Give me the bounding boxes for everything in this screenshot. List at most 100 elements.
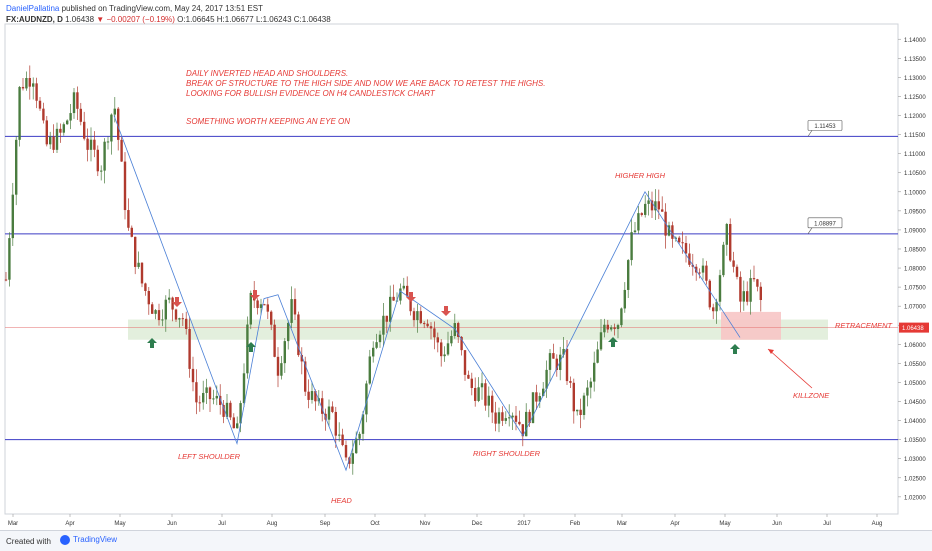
candle-body bbox=[66, 120, 69, 125]
candle-body bbox=[494, 412, 497, 424]
candle-body bbox=[746, 291, 749, 302]
candle-body bbox=[722, 244, 725, 276]
level-callout-box bbox=[807, 120, 843, 131]
bearish-arrow-icon bbox=[172, 297, 182, 307]
candle-body bbox=[749, 278, 752, 302]
candle-body bbox=[266, 304, 269, 312]
candle-body bbox=[327, 406, 331, 420]
last-price: 1.06438 bbox=[65, 15, 95, 24]
candle-body bbox=[681, 242, 684, 244]
candle-body bbox=[113, 108, 116, 115]
candle-body bbox=[110, 114, 113, 142]
candle-body bbox=[667, 225, 671, 236]
candle-body bbox=[382, 315, 385, 335]
x-tick-label: Jul bbox=[823, 521, 831, 527]
candle-body bbox=[8, 238, 11, 280]
candle-body bbox=[280, 363, 283, 376]
pattern-label: KILLZONE bbox=[793, 391, 830, 400]
y-tick-label: 1.07000 bbox=[904, 305, 926, 311]
price-chart[interactable]: 1.14000 1.13500 1.13000 1.12500 1.12000 1.115… bbox=[0, 0, 932, 530]
candle-body bbox=[147, 290, 150, 305]
candle-body bbox=[32, 83, 35, 87]
candle-body bbox=[712, 307, 715, 312]
candle-body bbox=[440, 342, 443, 357]
candle-body bbox=[698, 272, 701, 274]
candle-body bbox=[72, 92, 76, 114]
candle-body bbox=[389, 296, 392, 322]
candle-body bbox=[205, 387, 208, 393]
candle-body bbox=[593, 362, 596, 382]
y-tick-label: 1.08000 bbox=[904, 267, 926, 273]
candle-body bbox=[62, 124, 65, 133]
candle-body bbox=[705, 265, 708, 281]
candle-body bbox=[212, 398, 215, 400]
down-arrow-icon: ▼ bbox=[96, 15, 105, 24]
x-tick-label: Apr bbox=[65, 521, 74, 527]
y-tick-label: 1.09000 bbox=[904, 228, 926, 234]
candle-body bbox=[480, 383, 484, 388]
candle-body bbox=[161, 319, 164, 321]
candle-body bbox=[548, 353, 552, 370]
candle-body bbox=[208, 387, 212, 400]
candle-body bbox=[545, 369, 548, 389]
y-tick-label: 1.12000 bbox=[904, 114, 926, 120]
y-tick-label: 1.10500 bbox=[904, 171, 926, 177]
candle-body bbox=[582, 395, 586, 416]
candle-body bbox=[276, 356, 280, 376]
tradingview-brand[interactable]: TradingView bbox=[60, 535, 117, 545]
candle-body bbox=[246, 324, 249, 374]
candle-body bbox=[191, 368, 195, 383]
candle-body bbox=[304, 361, 307, 392]
candle-body bbox=[654, 201, 657, 211]
candle-body bbox=[103, 141, 106, 171]
plot-area bbox=[4, 23, 899, 515]
candle-body bbox=[144, 283, 147, 291]
candle-body bbox=[474, 387, 477, 401]
candle-body bbox=[576, 409, 579, 412]
candle-body bbox=[603, 324, 606, 333]
candle-body bbox=[168, 297, 171, 300]
x-tick-label: Jun bbox=[772, 521, 782, 527]
candle-body bbox=[708, 280, 711, 308]
y-tick-label: 1.12500 bbox=[904, 95, 926, 101]
candle-body bbox=[25, 77, 28, 89]
y-tick-label: 1.14000 bbox=[904, 38, 926, 44]
author-link[interactable]: DanielPallatina bbox=[6, 4, 60, 13]
candle-body bbox=[270, 311, 273, 325]
publish-info: DanielPallatina published on TradingView… bbox=[6, 4, 263, 13]
candle-body bbox=[293, 299, 297, 315]
candle-body bbox=[120, 139, 123, 162]
candle-body bbox=[633, 230, 637, 233]
candle-body bbox=[412, 311, 416, 321]
candle-body bbox=[123, 161, 127, 211]
candle-body bbox=[756, 279, 759, 287]
candle-body bbox=[89, 139, 93, 150]
candle-body bbox=[93, 139, 96, 150]
candle-body bbox=[378, 334, 382, 343]
candle-body bbox=[202, 392, 205, 403]
candle-body bbox=[436, 337, 439, 343]
candle-body bbox=[661, 209, 664, 212]
candle-body bbox=[45, 120, 48, 145]
candle-body bbox=[627, 260, 630, 290]
candle-body bbox=[355, 438, 358, 454]
y-tick-label: 1.08500 bbox=[904, 247, 926, 253]
y-tick-label: 1.09500 bbox=[904, 209, 926, 215]
candle-body bbox=[372, 347, 375, 357]
candle-body bbox=[273, 324, 276, 357]
y-tick-label: 1.11000 bbox=[904, 152, 926, 158]
x-tick-label: Oct bbox=[370, 521, 380, 527]
candle-body bbox=[83, 121, 86, 139]
footer: Created with TradingView bbox=[0, 530, 932, 551]
candle-body bbox=[477, 387, 480, 401]
x-tick-label: Dec bbox=[472, 521, 483, 527]
ohlc-close: C:1.06438 bbox=[293, 15, 331, 24]
candle-body bbox=[185, 318, 188, 329]
candle-body bbox=[742, 291, 745, 302]
candle-body bbox=[569, 381, 572, 383]
candle-body bbox=[229, 402, 232, 418]
y-tick-label: 1.04000 bbox=[904, 419, 926, 425]
y-tick-label: 1.11500 bbox=[904, 133, 926, 139]
candle-body bbox=[28, 77, 31, 87]
candle-body bbox=[491, 395, 494, 413]
